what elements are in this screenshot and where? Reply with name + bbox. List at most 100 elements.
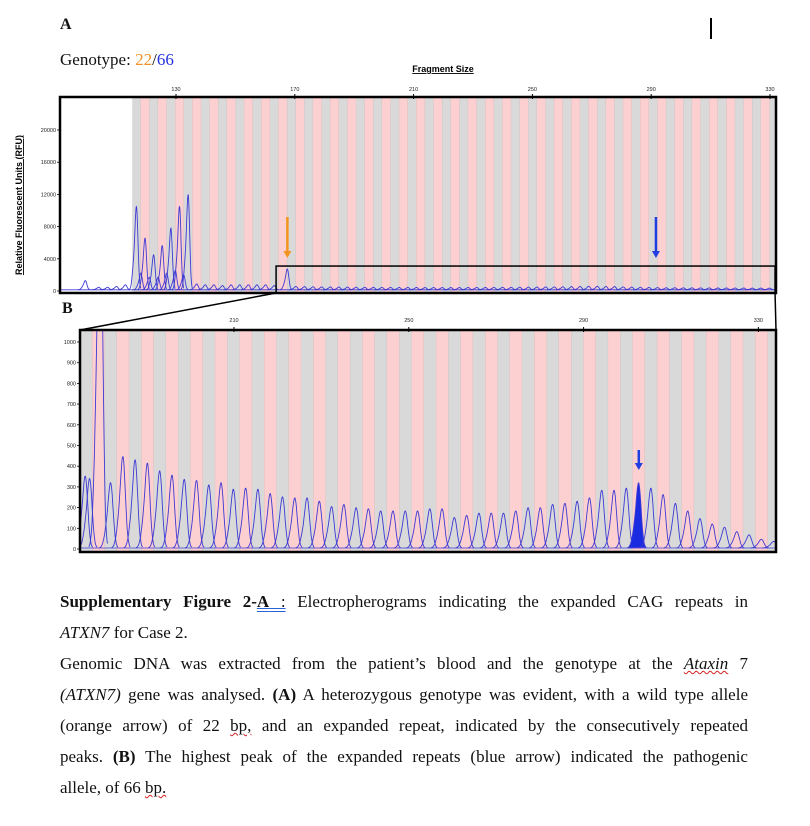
y-tick-label: 1000 xyxy=(64,340,76,346)
trace-peak xyxy=(443,287,456,291)
trace-peak xyxy=(651,494,671,549)
size-bin xyxy=(190,331,203,551)
trace-peak xyxy=(172,478,192,549)
caption-text: peaks. xyxy=(60,747,113,766)
zoom-region-box xyxy=(275,265,776,294)
y-tick-label: 200 xyxy=(67,506,76,512)
size-bin xyxy=(752,98,761,292)
trace-peak xyxy=(111,455,131,549)
size-bin xyxy=(580,98,589,292)
size-bin xyxy=(287,98,296,292)
size-bin xyxy=(313,98,322,292)
size-bin xyxy=(558,331,572,551)
spellcheck-word[interactable]: Ataxin xyxy=(683,654,729,673)
y-tick-label: 100 xyxy=(67,526,76,532)
size-bin xyxy=(562,98,572,292)
size-bin xyxy=(648,98,658,292)
size-bin xyxy=(261,98,271,292)
caption-line-6: peaks. (B) The highest peak of the expan… xyxy=(60,741,748,772)
y-tick-label: 16000 xyxy=(41,160,56,166)
y-tick-label: 0 xyxy=(73,547,76,553)
trace-peak xyxy=(150,276,163,291)
size-bin xyxy=(657,98,667,292)
y-tick-label: 300 xyxy=(67,485,76,491)
x-tick-label: 170 xyxy=(290,87,299,93)
caption-line-3: Genomic DNA was extracted from the patie… xyxy=(60,648,748,679)
trace-peak xyxy=(486,286,499,291)
caption-text: Electropherograms indicating the expande… xyxy=(285,592,748,611)
panel-b-label: B xyxy=(62,300,73,317)
spellcheck-word[interactable]: bp, xyxy=(230,716,252,735)
trace-peak xyxy=(180,193,193,290)
size-bin xyxy=(373,98,382,292)
size-bin xyxy=(201,98,210,292)
y-tick-label: 0 xyxy=(53,289,56,295)
trace-peak xyxy=(581,285,593,291)
trace-peak xyxy=(538,286,550,291)
y-tick-label: 8000 xyxy=(44,225,56,231)
trace-peak xyxy=(409,287,421,291)
caption-text: A heterozygous genotype was evident, wit… xyxy=(296,685,748,704)
size-bin xyxy=(356,98,365,292)
trace-peak xyxy=(736,287,749,291)
trace-peak xyxy=(633,286,645,291)
size-bin xyxy=(140,98,150,292)
size-bin xyxy=(522,331,535,551)
caption-title-colon: : xyxy=(269,592,286,611)
size-bin xyxy=(374,331,388,551)
trace-peak xyxy=(283,497,303,549)
x-axis-title: Fragment Size xyxy=(412,64,474,74)
size-bin xyxy=(597,98,606,292)
size-bin xyxy=(178,331,191,551)
size-bin xyxy=(571,98,581,292)
size-bin xyxy=(227,331,240,551)
arrow-head xyxy=(283,251,292,258)
size-bin xyxy=(416,98,426,292)
trace-peak xyxy=(393,510,413,549)
size-bin xyxy=(519,98,529,292)
size-bin xyxy=(215,331,228,551)
arrow-head xyxy=(634,463,643,470)
size-bin xyxy=(278,98,288,292)
trace-peak xyxy=(135,462,156,549)
trace-peak xyxy=(340,286,352,291)
plot-frame xyxy=(78,328,778,554)
size-bin xyxy=(605,98,615,292)
size-bin xyxy=(769,98,775,292)
allele-arrow-icon xyxy=(651,217,660,258)
panel-a-label: A xyxy=(60,16,72,33)
genotype-separator: / xyxy=(152,50,157,69)
caption-title-panel: A xyxy=(256,592,270,611)
size-bin xyxy=(620,331,633,551)
trace-peak xyxy=(750,538,769,549)
size-bin xyxy=(166,98,176,292)
size-bin xyxy=(338,98,348,292)
size-bin xyxy=(735,98,744,292)
highlighted-peak xyxy=(627,482,648,549)
trace-peak xyxy=(314,286,326,291)
x-tick-label: 330 xyxy=(754,318,763,324)
figure-caption[interactable]: Supplementary Figure 2-A : Electropherog… xyxy=(60,586,748,803)
trace-peak xyxy=(241,284,253,291)
trace-peak xyxy=(137,237,150,291)
trace-peak xyxy=(503,286,516,291)
size-bin xyxy=(251,331,265,551)
trace-peak xyxy=(693,287,706,291)
size-bin xyxy=(485,98,494,292)
caption-text: for Case 2. xyxy=(109,623,188,642)
size-bin xyxy=(330,98,339,292)
size-bin xyxy=(730,331,744,551)
trace-peak xyxy=(469,287,481,291)
y-tick-label: 400 xyxy=(67,464,76,470)
arrow-head xyxy=(651,251,660,258)
x-tick-label: 250 xyxy=(528,87,537,93)
trace-peak xyxy=(762,287,775,291)
trace-peak xyxy=(492,512,512,549)
x-tick-label: 210 xyxy=(229,318,238,324)
size-bin xyxy=(459,98,469,292)
spellcheck-word[interactable]: bp. xyxy=(144,778,167,797)
trace-peak xyxy=(258,493,278,549)
trace-peak xyxy=(762,540,775,549)
size-bin xyxy=(571,331,584,551)
size-bin xyxy=(192,98,202,292)
